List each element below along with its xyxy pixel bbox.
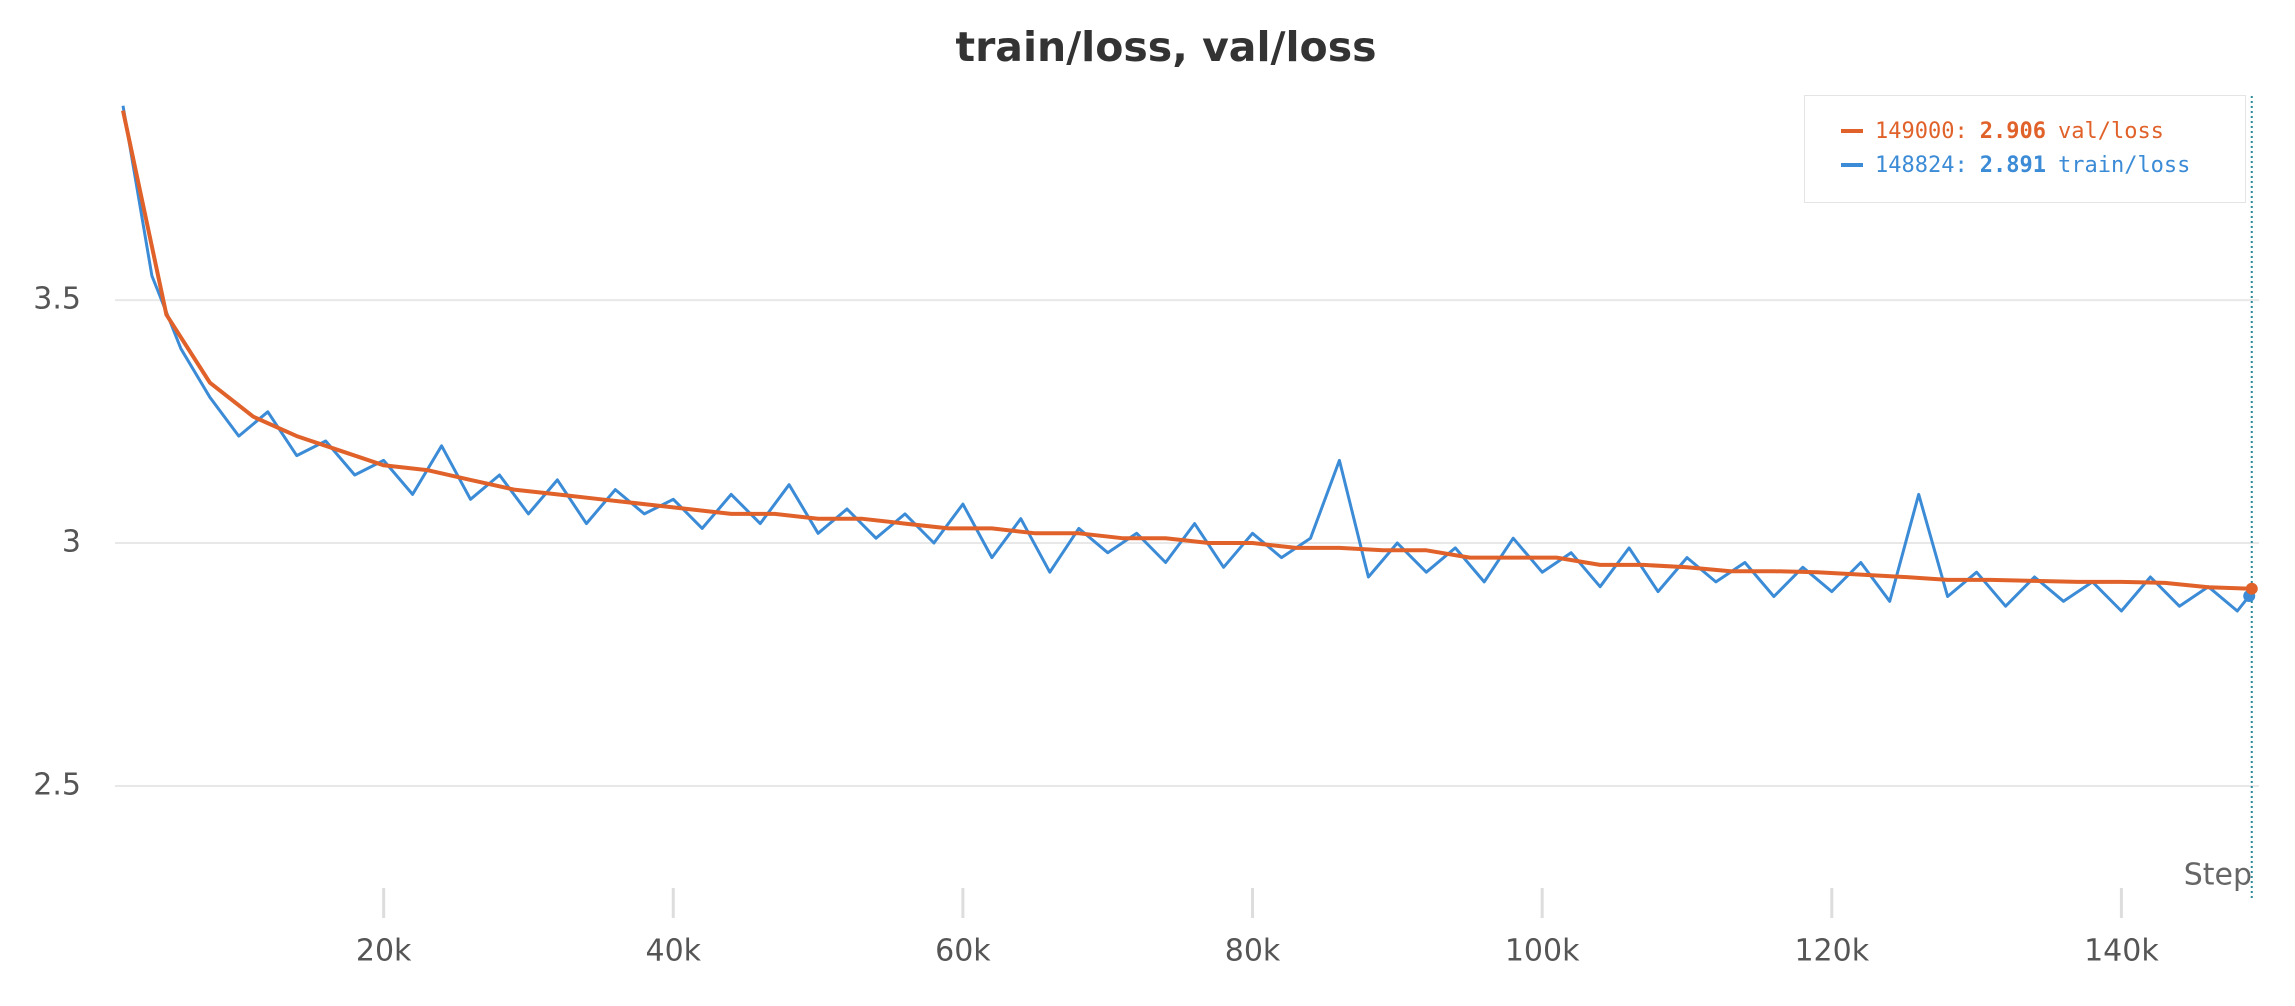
- x-tick-label: 60k: [935, 934, 991, 969]
- x-tick-label: 140k: [2084, 934, 2159, 969]
- legend-name: train/loss: [2057, 152, 2191, 178]
- series-line: [121, 105, 2251, 613]
- y-tick-label: 3: [62, 525, 81, 560]
- legend-name: val/loss: [2057, 118, 2164, 144]
- legend-step: 148824: [1875, 153, 1968, 178]
- y-tick-label: 3.5: [33, 282, 81, 317]
- x-tick-label: 100k: [1505, 934, 1580, 969]
- x-tick-label: 40k: [645, 934, 701, 969]
- legend-step: 149000: [1875, 119, 1968, 144]
- legend-swatch: [1841, 163, 1863, 167]
- chart-title: train/loss, val/loss: [955, 23, 1376, 71]
- x-tick-label: 20k: [356, 934, 412, 969]
- legend-value: 2.906: [1979, 118, 2046, 144]
- end-point: [2245, 582, 2258, 595]
- x-tick-label: 120k: [1794, 934, 1869, 969]
- x-axis-label: Step: [2184, 858, 2252, 893]
- legend-value: 2.891: [1979, 152, 2046, 178]
- x-tick-label: 80k: [1225, 934, 1281, 969]
- legend-entry: 148824 2.891 train/loss: [1841, 148, 2245, 182]
- legend-entry: 149000 2.906 val/loss: [1841, 114, 2245, 148]
- series-line: [121, 110, 2252, 591]
- legend-swatch: [1841, 129, 1863, 133]
- y-tick-label: 2.5: [33, 767, 81, 802]
- legend: 149000 2.906 val/loss 148824 2.891 train/loss: [1804, 95, 2246, 203]
